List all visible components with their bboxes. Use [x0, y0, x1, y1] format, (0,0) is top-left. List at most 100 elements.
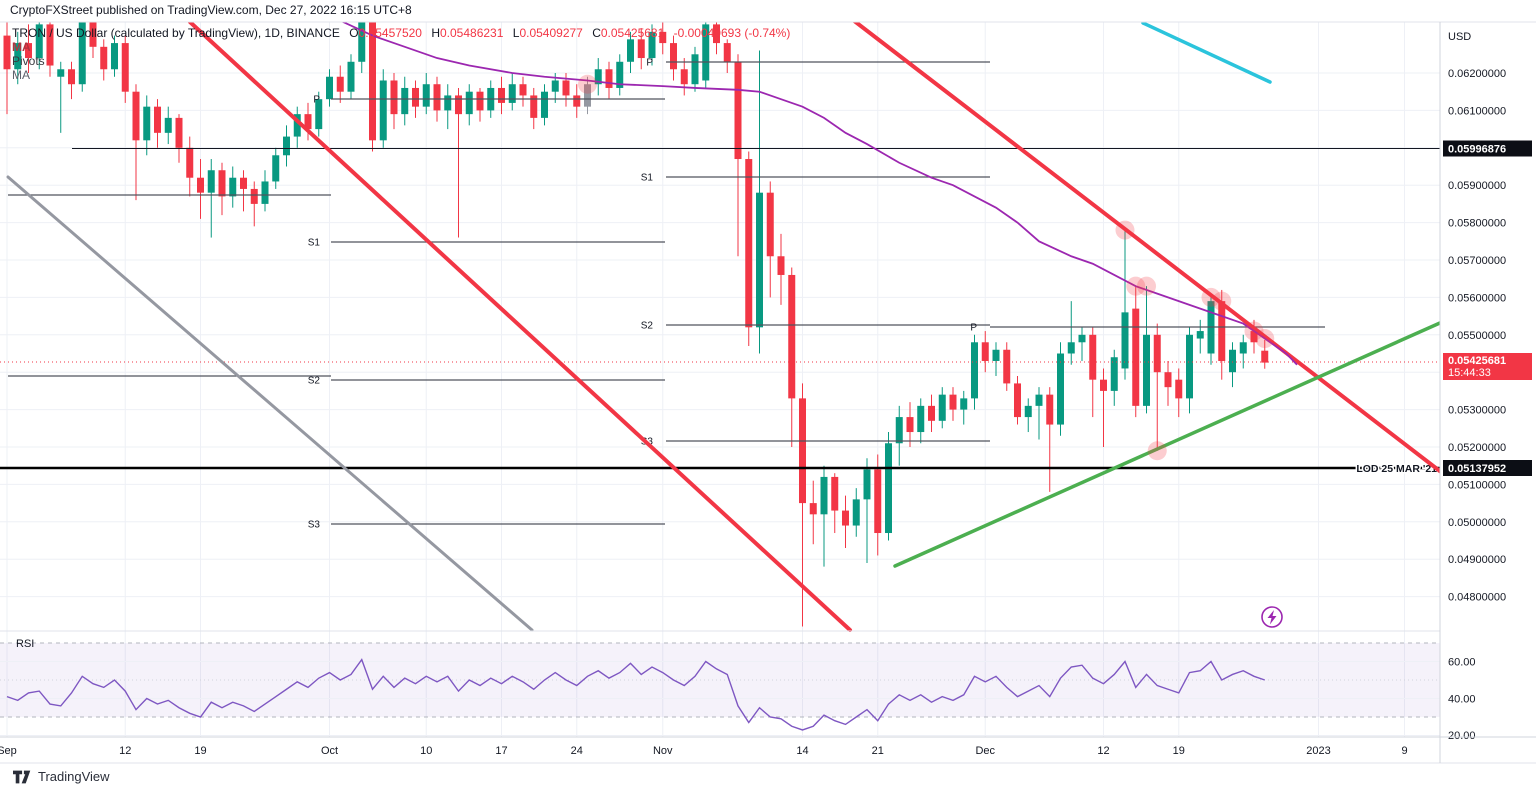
time-tick-label: 14: [796, 745, 808, 757]
rsi-pane: RSI: [0, 638, 1440, 736]
candle: [648, 31, 656, 59]
candle: [229, 177, 237, 197]
candle: [369, 22, 376, 141]
candle: [616, 61, 624, 88]
pivot-label: S3: [308, 520, 321, 531]
candle: [336, 76, 344, 92]
pivot-label: S2: [641, 321, 654, 332]
candle: [831, 476, 839, 511]
pivot-levels-layer: PS1S2S3PS1S2S3PLOD 25 MAR '21: [0, 58, 1440, 531]
candle: [465, 91, 473, 115]
candle: [519, 84, 527, 96]
candle: [584, 84, 591, 107]
candle: [1250, 331, 1258, 343]
candle: [981, 342, 989, 361]
highlight-circle: [1244, 321, 1264, 341]
candle: [863, 469, 871, 500]
candle: [121, 43, 129, 92]
candle: [530, 95, 538, 118]
candle: [68, 69, 75, 85]
trendline-layer: [6, 22, 1440, 632]
uptrend-support: [893, 321, 1440, 568]
candle: [594, 69, 602, 85]
pivot-label: S2: [308, 376, 321, 387]
candle: [1035, 394, 1043, 406]
time-tick-label: 10: [420, 745, 432, 757]
tradingview-logo[interactable]: TradingView: [13, 769, 110, 784]
candle: [379, 80, 387, 141]
candle: [541, 91, 548, 118]
highlight-circle: [1255, 329, 1275, 349]
candle: [498, 87, 505, 103]
candle: [1239, 342, 1247, 354]
candle: [283, 136, 290, 156]
candle: [1175, 379, 1183, 399]
time-tick-label: 9: [1401, 745, 1407, 757]
moving-average-line: [341, 22, 1298, 366]
downtrend-main: [188, 22, 852, 632]
candle: [240, 177, 247, 189]
candle: [971, 342, 978, 399]
candle: [1110, 357, 1118, 391]
candle: [89, 22, 97, 47]
pane-borders: [0, 21, 1536, 764]
candle: [197, 177, 204, 193]
grid-layer: [0, 22, 1440, 737]
candle: [885, 443, 892, 534]
candle: [455, 95, 462, 115]
svg-text:0.05425681: 0.05425681: [1448, 355, 1506, 367]
candle: [670, 43, 677, 70]
candle: [605, 69, 613, 88]
candle: [186, 147, 194, 178]
svg-text:15:44:33: 15:44:33: [1448, 367, 1491, 379]
candle: [713, 24, 720, 44]
price-tick-label: 0.05300000: [1448, 405, 1506, 417]
candle: [551, 80, 559, 92]
time-tick-label: 12: [1097, 745, 1109, 757]
candlestick-layer: [3, 22, 1269, 627]
candle: [154, 106, 161, 133]
candle: [723, 43, 731, 62]
time-tick-label: 12: [119, 745, 131, 757]
rsi-tick-label: 60.00: [1448, 657, 1476, 669]
price-tick-label: 0.05700000: [1448, 255, 1506, 267]
tradingview-logo-text: TradingView: [38, 769, 110, 784]
candle: [1153, 334, 1161, 373]
price-tick-label: 0.05000000: [1448, 517, 1506, 529]
time-tick-label: 19: [194, 745, 206, 757]
highlight-circle: [1126, 276, 1146, 296]
candle: [390, 80, 398, 115]
candle: [691, 54, 699, 85]
candle: [164, 117, 172, 133]
time-axis[interactable]: Sep 12 19 Oct 10 17 24 Nov 14 21 Dec 12 19 2023 9: [0, 745, 1408, 757]
price-tick-label: 0.05500000: [1448, 330, 1506, 342]
candle: [508, 84, 516, 103]
candle: [14, 43, 22, 70]
highlight-markers: [578, 74, 1283, 628]
candle: [777, 256, 785, 275]
highlight-circle: [578, 74, 597, 94]
candle: [1132, 308, 1140, 406]
price-tick-label: 0.05900000: [1448, 180, 1506, 192]
candle: [928, 405, 935, 421]
candle: [992, 349, 1000, 361]
candle: [218, 170, 226, 197]
rsi-tick-label: 40.00: [1448, 694, 1476, 706]
candle: [960, 398, 968, 410]
highlight-circle: [1212, 291, 1232, 311]
gray-trendline: [6, 175, 534, 632]
time-tick-label: Sep: [0, 745, 17, 757]
time-tick-label: 17: [495, 745, 507, 757]
highlight-circle: [1137, 276, 1156, 296]
price-tick-label: 0.04900000: [1448, 554, 1506, 566]
price-axis[interactable]: USD 0.06200000 0.06100000 0.05900000 0.05800…: [1443, 31, 1532, 742]
price-tick-label: 0.06200000: [1448, 68, 1506, 80]
price-tick-label: 0.04800000: [1448, 592, 1506, 604]
candle: [293, 114, 301, 137]
time-tick-label: Nov: [653, 745, 673, 757]
candle: [1078, 334, 1086, 343]
highlight-circle: [1201, 287, 1221, 307]
candle: [433, 84, 441, 111]
